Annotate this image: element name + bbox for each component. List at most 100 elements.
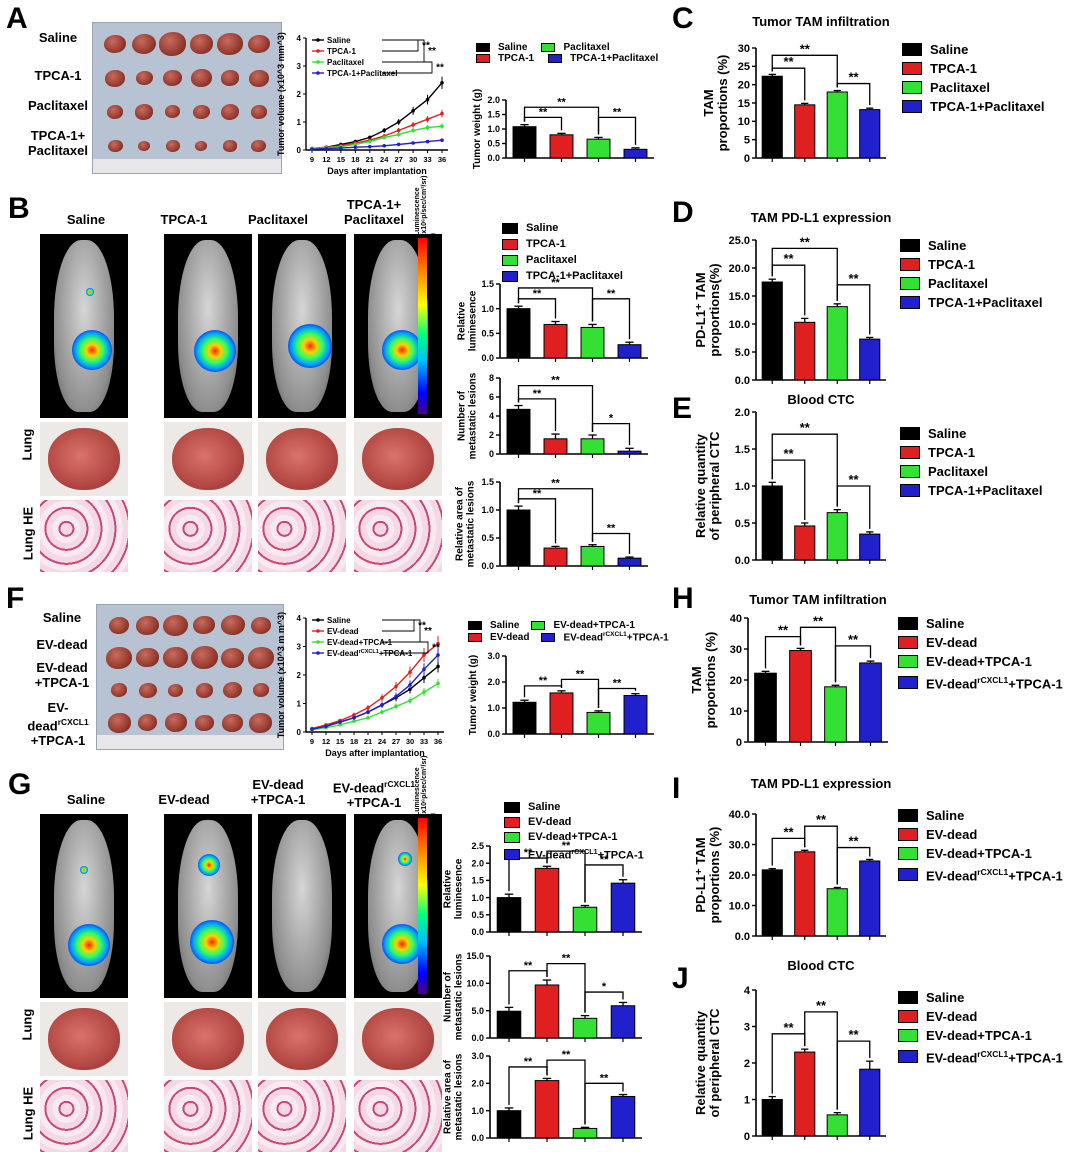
y-tick-label: 20 bbox=[738, 80, 750, 92]
y-tick-label: 0.5 bbox=[487, 139, 500, 149]
data-point bbox=[396, 128, 401, 133]
bar bbox=[512, 701, 537, 735]
bioluminescence-image bbox=[354, 814, 442, 998]
significance-label: ** bbox=[783, 1020, 794, 1035]
image-column-header: Saline bbox=[66, 792, 106, 807]
y-tick-label: 10.0 bbox=[729, 319, 750, 331]
significance-bracket bbox=[771, 54, 838, 88]
data-point bbox=[422, 667, 426, 672]
luminescence-signal bbox=[194, 330, 236, 372]
lung-he-histology bbox=[164, 500, 252, 572]
lung-he-histology bbox=[354, 1080, 442, 1152]
data-point bbox=[366, 715, 370, 720]
tumor-specimen bbox=[190, 646, 218, 670]
significance-label: ** bbox=[816, 812, 827, 827]
luminescence-signal bbox=[382, 330, 422, 370]
significance-label: ** bbox=[783, 824, 794, 839]
tumor-photo-a bbox=[92, 22, 282, 174]
lung-specimen bbox=[172, 1008, 244, 1070]
x-tick-label: 9 bbox=[310, 155, 314, 164]
luminescence-signal bbox=[72, 330, 112, 370]
legend-item: Saline bbox=[898, 614, 1063, 633]
tumor-specimen bbox=[223, 140, 237, 152]
lung-he-histology bbox=[40, 500, 128, 572]
y-axis-label: Number ofmetastatic lesions bbox=[443, 953, 465, 1040]
significance-label: ** bbox=[848, 70, 859, 85]
panel-letter-i: I bbox=[672, 772, 681, 805]
data-point bbox=[436, 653, 440, 657]
tumor-photo-f bbox=[96, 604, 284, 750]
significance-label: ** bbox=[533, 388, 542, 400]
bar bbox=[859, 1068, 881, 1137]
data-point bbox=[382, 128, 387, 133]
y-tick-label: 0.0 bbox=[471, 927, 484, 937]
legend-item: TPCA-1+Paclitaxel bbox=[900, 481, 1043, 500]
bar bbox=[534, 1080, 560, 1139]
y-tick-label: 6 bbox=[489, 392, 494, 402]
legend-g: Saline EV-dead EV-dead+TPCA-1 EV-deadrCX… bbox=[504, 800, 644, 864]
tumor-specimen bbox=[105, 69, 126, 87]
lung-he-histology bbox=[164, 1080, 252, 1152]
bar bbox=[794, 851, 816, 937]
data-point bbox=[440, 124, 444, 128]
y-axis-label: Relativeluminesence bbox=[443, 858, 465, 919]
legend-label: Saline bbox=[327, 616, 351, 625]
panel-f-row-label: EV-deadrCXCL1 +TPCA-1 bbox=[27, 700, 89, 749]
tumor-specimen bbox=[220, 615, 245, 636]
colorbar-tick: 1 bbox=[430, 944, 437, 956]
bar bbox=[580, 438, 605, 455]
bioluminescence-image bbox=[164, 814, 252, 998]
x-tick-label: 21 bbox=[364, 737, 372, 746]
data-point bbox=[422, 676, 426, 680]
bar bbox=[572, 906, 598, 933]
y-tick-label: 10.0 bbox=[466, 978, 484, 988]
data-point bbox=[366, 705, 370, 710]
y-tick-label: 1.5 bbox=[471, 876, 484, 886]
y-tick-label: 3 bbox=[297, 643, 302, 652]
significance-label: ** bbox=[783, 251, 794, 266]
y-tick-label: 0.5 bbox=[481, 533, 494, 543]
tumor-specimen bbox=[164, 713, 187, 733]
luminescence-signal bbox=[80, 866, 88, 874]
bar bbox=[512, 126, 537, 159]
data-point bbox=[352, 715, 356, 720]
bar bbox=[617, 450, 642, 455]
data-point bbox=[324, 146, 329, 151]
x-tick-label: 33 bbox=[423, 155, 431, 164]
data-point bbox=[310, 727, 314, 731]
tumor-specimen bbox=[189, 34, 214, 54]
legend-item: TPCA-1+Paclitaxel bbox=[902, 97, 1045, 116]
lung-photo bbox=[164, 422, 252, 496]
data-point bbox=[338, 723, 342, 727]
x-tick-label: 9 bbox=[310, 737, 314, 746]
y-tick-label: 5.0 bbox=[735, 347, 750, 359]
y-tick-label: 1 bbox=[297, 118, 302, 127]
panel-letter-c: C bbox=[672, 2, 694, 35]
image-column-header: EV-dead +TPCA-1 bbox=[250, 777, 306, 807]
significance-label: ** bbox=[848, 632, 859, 647]
legend-item: EV-dead bbox=[504, 815, 644, 830]
bar bbox=[543, 438, 568, 455]
legend-item: EV-dead bbox=[898, 825, 1063, 844]
legend-label: TPCA-1 bbox=[327, 47, 356, 56]
tumor-specimen bbox=[250, 105, 267, 119]
image-column-header: Paclitaxel bbox=[248, 212, 308, 227]
significance-bracket bbox=[546, 963, 586, 1013]
bar bbox=[794, 525, 816, 561]
tumor-specimen bbox=[163, 69, 183, 87]
tumor-specimen bbox=[222, 713, 243, 732]
data-point bbox=[382, 135, 387, 140]
lung-photo bbox=[258, 1002, 346, 1076]
chart-title: TAM PD-L1 expression bbox=[751, 776, 892, 791]
y-axis-label: Relative quantityof peripheral CTC bbox=[693, 1008, 722, 1118]
significance-label: ** bbox=[816, 998, 827, 1013]
legend-item: Saline bbox=[900, 424, 1043, 443]
legend-item: TPCA-1 bbox=[502, 236, 623, 252]
lung-photo bbox=[164, 1002, 252, 1076]
legend-item: EV-deadrCXCL1+TPCA-1 bbox=[898, 863, 1063, 885]
x-tick-label: 15 bbox=[337, 155, 345, 164]
tumor-specimen bbox=[111, 683, 128, 698]
significance-label: ** bbox=[600, 854, 609, 866]
significance-label: ** bbox=[524, 960, 533, 972]
legend-marker bbox=[316, 651, 320, 655]
